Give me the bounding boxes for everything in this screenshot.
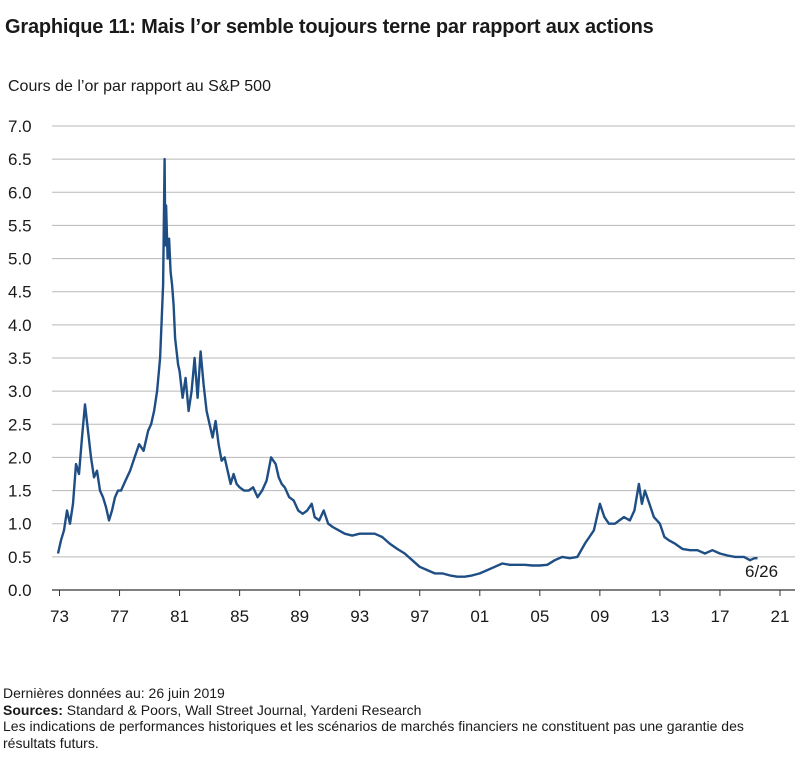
x-tick-label: 81 xyxy=(170,607,189,626)
y-tick-label: 1.0 xyxy=(8,515,32,534)
chart-area: 0.0 0.5 1.0 1.5 2.0 2.5 3.0 3.5 4.0 4.5 5.0 5.5 6.0 6… xyxy=(8,117,795,626)
x-tick-label: 09 xyxy=(590,607,609,626)
y-tick-label: 4.0 xyxy=(8,316,32,335)
y-tick-label: 6.5 xyxy=(8,150,32,169)
x-tick-label: 85 xyxy=(230,607,249,626)
y-tick-label: 0.5 xyxy=(8,548,32,567)
y-tick-label: 2.5 xyxy=(8,415,32,434)
end-annotation: 6/26 xyxy=(745,562,778,581)
gridlines xyxy=(52,125,795,591)
x-tick-label: 17 xyxy=(710,607,729,626)
sources-text: Standard & Poors, Wall Street Journal, Y… xyxy=(62,701,422,718)
y-tick-label: 5.0 xyxy=(8,250,32,269)
y-tick-labels: 0.0 0.5 1.0 1.5 2.0 2.5 3.0 3.5 4.0 4.5 5.0 5.5 6.0 6… xyxy=(8,117,32,600)
y-tick-label: 1.5 xyxy=(8,482,32,501)
x-tick-label: 01 xyxy=(470,607,489,626)
y-tick-label: 4.5 xyxy=(8,283,32,302)
x-tick-label: 97 xyxy=(410,607,429,626)
x-tick-label: 05 xyxy=(530,607,549,626)
y-axis-label: Cours de l’or par rapport au S&P 500 xyxy=(8,78,271,95)
y-tick-label: 7.0 xyxy=(8,117,32,136)
x-tick-label: 93 xyxy=(350,607,369,626)
footer: Dernières données au: 26 juin 2019 Sourc… xyxy=(3,685,793,751)
y-tick-label: 5.5 xyxy=(8,216,32,235)
x-tick-label: 21 xyxy=(771,607,790,626)
x-tick-label: 73 xyxy=(50,607,69,626)
sources-label: Sources: xyxy=(3,701,63,718)
y-tick-label: 0.0 xyxy=(8,581,32,600)
sources-line: Sources: Standard & Poors, Wall Street J… xyxy=(3,702,793,719)
x-tick-label: 89 xyxy=(290,607,309,626)
y-tick-label: 2.0 xyxy=(8,448,32,467)
chart-title: Graphique 11: Mais l’or semble toujours … xyxy=(5,16,654,38)
y-tick-label: 3.5 xyxy=(8,349,32,368)
y-tick-label: 6.0 xyxy=(8,183,32,202)
x-tick-labels: 73 77 81 85 89 93 97 01 05 09 13 17 21 xyxy=(50,590,789,626)
y-tick-label: 3.0 xyxy=(8,382,32,401)
last-data-note: Dernières données au: 26 juin 2019 xyxy=(3,685,225,701)
disclaimer: Les indications de performances historiq… xyxy=(3,718,744,751)
gold-sp500-ratio-line xyxy=(56,157,758,578)
series-layer xyxy=(56,157,758,578)
x-tick-label: 77 xyxy=(110,607,129,626)
x-tick-label: 13 xyxy=(650,607,669,626)
